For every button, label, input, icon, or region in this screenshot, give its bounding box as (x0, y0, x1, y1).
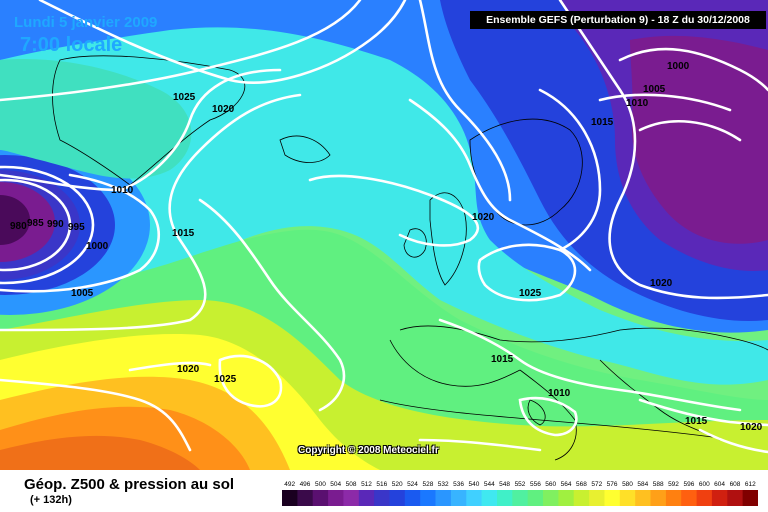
isobar-label-1005: 1005 (71, 288, 94, 299)
legend-swatch-572 (589, 490, 605, 506)
legend-value-596: 596 (683, 481, 694, 488)
legend-value-572: 572 (591, 481, 602, 488)
legend-swatch-548 (497, 490, 513, 506)
isobar-label-1015-se: 1015 (685, 416, 708, 427)
legend-swatch-492 (282, 490, 298, 506)
copyright-notice: Copyright © 2008 Meteociel.fr (298, 445, 439, 456)
isobar-label-1010-s: 1010 (548, 388, 571, 399)
legend-value-512: 512 (361, 481, 372, 488)
legend-value-500: 500 (315, 481, 326, 488)
isobar-label-1010-ne: 1010 (626, 98, 649, 109)
legend-value-580: 580 (622, 481, 633, 488)
legend-value-544: 544 (484, 481, 495, 488)
legend-swatch-568 (573, 490, 590, 506)
low-ring-5 (0, 195, 30, 245)
model-run-banner: Ensemble GEFS (Perturbation 9) - 18 Z du… (470, 11, 766, 29)
legend-value-532: 532 (438, 481, 449, 488)
weather-map: 980 985 990 995 1000 1005 1010 1015 1020… (0, 0, 768, 470)
legend-title: Géop. Z500 & pression au sol (24, 476, 235, 493)
legend-swatch-536 (450, 490, 467, 506)
legend-value-528: 528 (422, 481, 433, 488)
isobar-label-1010: 1010 (111, 185, 134, 196)
isobar-label-1000-ne: 1000 (667, 61, 690, 72)
legend-value-496: 496 (300, 481, 311, 488)
isobar-lines (0, 0, 768, 454)
isobar-label-1025-sw: 1025 (214, 374, 237, 385)
isobar-label-1015-ne: 1015 (591, 117, 614, 128)
legend-value-504: 504 (330, 481, 341, 488)
isobar-label-1000: 1000 (86, 241, 109, 252)
legend-value-584: 584 (637, 481, 648, 488)
legend-swatch-520 (389, 490, 406, 506)
legend-forecast-hour: (+ 132h) (30, 494, 72, 506)
isobar-label-990: 990 (47, 219, 64, 230)
field-trough-purple (630, 35, 768, 244)
legend-swatch-564 (558, 490, 575, 506)
isobar-label-985: 985 (27, 218, 44, 229)
legend-swatch-588 (650, 490, 667, 506)
legend-value-552: 552 (515, 481, 526, 488)
legend-swatch-600 (696, 490, 713, 506)
forecast-local-time: 7:00 locale (20, 34, 123, 56)
forecast-date: Lundi 5 janvier 2009 (14, 14, 158, 31)
field-greenland-cyan (0, 59, 192, 179)
legend-swatch-608 (727, 490, 744, 506)
legend-swatch-560 (543, 490, 559, 506)
legend-swatch-540 (466, 490, 483, 506)
legend-value-576: 576 (607, 481, 618, 488)
legend-swatch-556 (527, 490, 544, 506)
legend-swatch-496 (297, 490, 314, 506)
legend-swatch-508 (343, 490, 360, 506)
legend-swatch-504 (328, 490, 344, 506)
legend-swatch-580 (619, 490, 636, 506)
legend-value-560: 560 (545, 481, 556, 488)
legend-value-520: 520 (392, 481, 403, 488)
legend-swatch-596 (681, 490, 698, 506)
legend-swatch-552 (512, 490, 529, 506)
legend-value-516: 516 (376, 481, 387, 488)
legend-swatch-524 (404, 490, 421, 506)
isobar-label-1025-c: 1025 (519, 288, 542, 299)
isobar-label-1025-n: 1025 (173, 92, 196, 103)
legend-value-492: 492 (284, 481, 295, 488)
field-band-orange-deep (0, 435, 200, 470)
legend-value-608: 608 (730, 481, 741, 488)
isobar-label-1020-c: 1020 (472, 212, 495, 223)
isobar-label-1005-ne: 1005 (643, 84, 666, 95)
legend-value-556: 556 (530, 481, 541, 488)
legend-value-600: 600 (699, 481, 710, 488)
isobar-labels: 980 985 990 995 1000 1005 1010 1015 1020… (10, 61, 763, 433)
legend-value-604: 604 (714, 481, 725, 488)
legend-swatch-592 (665, 490, 682, 506)
legend-swatch-512 (358, 490, 375, 506)
legend-value-540: 540 (468, 481, 479, 488)
legend-swatch-528 (420, 490, 437, 506)
legend-value-508: 508 (346, 481, 357, 488)
legend-swatch-604 (711, 490, 728, 506)
legend-swatch-576 (604, 490, 621, 506)
legend-value-592: 592 (668, 481, 679, 488)
legend-value-524: 524 (407, 481, 418, 488)
legend-value-588: 588 (653, 481, 664, 488)
isobar-label-1015-s: 1015 (491, 354, 514, 365)
legend-swatch-544 (481, 490, 498, 506)
legend-swatch-612 (742, 490, 758, 506)
isobar-label-1020-w: 1020 (212, 104, 235, 115)
legend-swatch-516 (374, 490, 390, 506)
legend-swatch-532 (435, 490, 452, 506)
legend-swatch-500 (312, 490, 329, 506)
isobar-label-995: 995 (68, 222, 85, 233)
isobar-label-980: 980 (10, 221, 27, 232)
legend-value-612: 612 (745, 481, 756, 488)
color-scale: 492 496 500 504 508 512 516 520 524 528 532 536 540 5… (282, 481, 758, 506)
legend-value-564: 564 (561, 481, 572, 488)
legend-value-568: 568 (576, 481, 587, 488)
isobar-label-1020-sw: 1020 (177, 364, 200, 375)
isobar-label-1015: 1015 (172, 228, 195, 239)
legend-value-548: 548 (499, 481, 510, 488)
legend-swatch-584 (635, 490, 652, 506)
legend-value-536: 536 (453, 481, 464, 488)
isobar-label-1020-se: 1020 (740, 422, 763, 433)
isobar-label-1020-e: 1020 (650, 278, 673, 289)
